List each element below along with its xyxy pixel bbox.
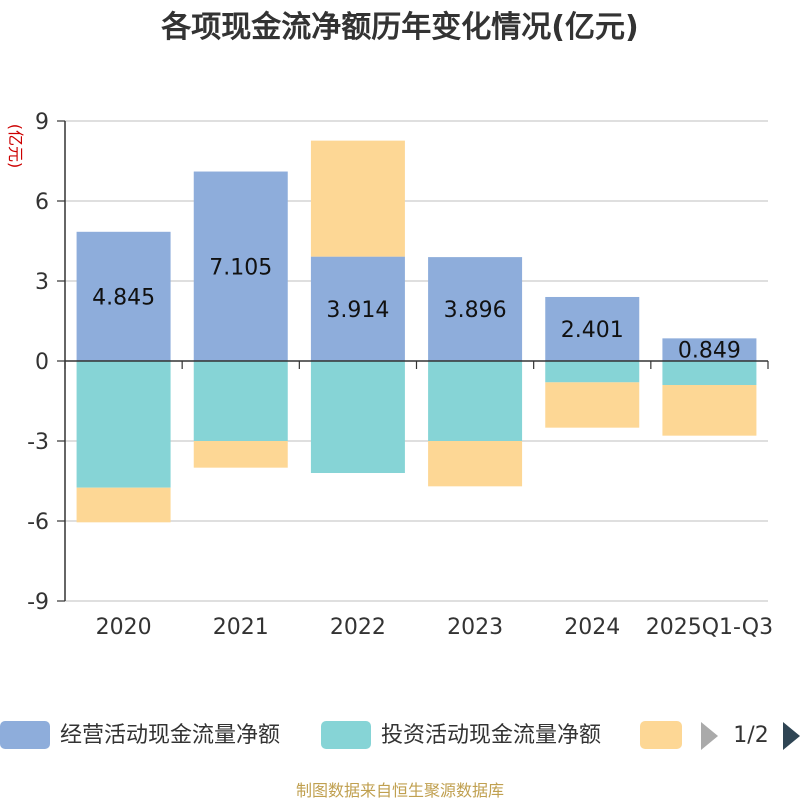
legend-prev-icon[interactable] — [701, 722, 718, 750]
legend-swatch-operating — [0, 721, 50, 749]
legend-item-operating[interactable]: 经营活动现金流量净额 — [0, 721, 280, 749]
x-category-label: 2021 — [213, 615, 269, 640]
y-tick-label: 0 — [35, 350, 49, 375]
legend-label-operating: 经营活动现金流量净额 — [60, 723, 280, 748]
legend-label-investing: 投资活动现金流量净额 — [381, 723, 601, 748]
bar-series0-2021 — [193, 171, 288, 361]
legend-swatch-financing — [640, 721, 682, 749]
value-label: 7.105 — [209, 255, 272, 280]
value-label: 4.845 — [92, 285, 155, 310]
bar-series2-2024 — [545, 382, 640, 428]
y-tick-label: 6 — [35, 190, 49, 215]
x-category-label: 2024 — [564, 615, 620, 640]
bar-series0-2024 — [545, 296, 640, 361]
bar-series0-2025Q1-Q3 — [662, 338, 757, 361]
y-tick-label: -6 — [27, 510, 49, 535]
y-tick-label: 3 — [35, 270, 49, 295]
y-tick-label: -3 — [27, 430, 49, 455]
legend-item-investing[interactable]: 投资活动现金流量净额 — [321, 721, 601, 749]
bar-series1-2024 — [545, 361, 640, 383]
x-category-label: 2020 — [96, 615, 152, 640]
bar-series0-2023 — [428, 257, 523, 361]
x-category-label: 2022 — [330, 615, 386, 640]
chart-title: 各项现金流净额历年变化情况(亿元) — [160, 10, 638, 45]
value-label: 3.914 — [326, 298, 389, 323]
x-category-label: 2025Q1-Q3 — [646, 615, 773, 640]
bar-series1-2021 — [193, 361, 288, 441]
bar-series2-2025Q1-Q3 — [662, 385, 757, 436]
value-labels: 4.845 7.105 3.914 3.896 2.401 0.849 — [92, 255, 741, 363]
x-category-label: 2023 — [447, 615, 503, 640]
bar-series2-2022 — [310, 140, 405, 257]
y-tick-label: -9 — [27, 590, 49, 615]
bar-series1-2023 — [428, 361, 523, 441]
value-label: 3.896 — [444, 298, 507, 323]
legend-next-icon[interactable] — [783, 722, 800, 750]
bar-series2-2021 — [193, 441, 288, 468]
bar-series0-2020 — [76, 231, 171, 361]
y-tick-label: 9 — [35, 110, 49, 135]
bar-series2-2023 — [428, 441, 523, 487]
legend-swatch-investing — [321, 721, 371, 749]
bar-series0-2022 — [310, 256, 405, 361]
data-source: 制图数据来自恒生聚源数据库 — [296, 781, 504, 800]
legend-page-indicator: 1/2 — [733, 723, 768, 748]
axes: 9 6 3 0 -3 -6 -9 2020 2021 2022 2023 2024 2025Q1-Q3 — [27, 110, 773, 640]
bar-series2-2020 — [76, 487, 171, 523]
bar-series1-2022 — [310, 361, 405, 473]
gridlines — [65, 120, 768, 602]
legend: 经营活动现金流量净额 投资活动现金流量净额 1/2 — [0, 721, 800, 750]
bar-series1-2025Q1-Q3 — [662, 361, 757, 385]
y-axis-unit: (亿元) — [6, 124, 25, 169]
legend-item-financing[interactable] — [640, 721, 682, 749]
bars — [76, 140, 757, 523]
bar-series1-2020 — [76, 361, 171, 488]
value-label: 0.849 — [678, 339, 741, 364]
value-label: 2.401 — [561, 318, 624, 343]
